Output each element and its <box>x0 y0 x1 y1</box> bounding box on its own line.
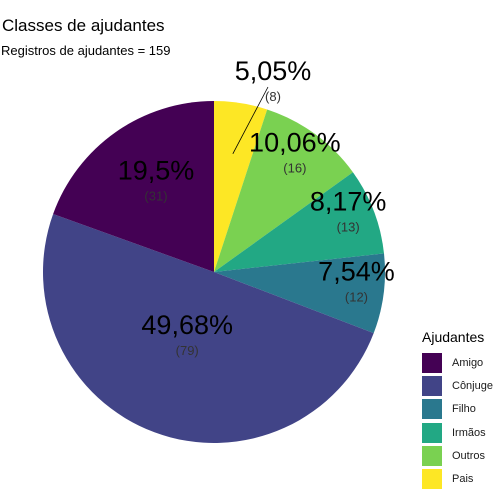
count-label-outros: (16) <box>283 161 306 176</box>
pct-label-amigo: 19,5% <box>118 155 195 185</box>
pct-label-filho: 7,54% <box>318 256 395 286</box>
legend-label-pais: Pais <box>452 473 474 486</box>
slice-filho <box>214 253 386 334</box>
count-label-conjuge: (79) <box>176 343 199 358</box>
legend-label-amigo: Amigo <box>452 356 484 369</box>
legend-item-outros: Outros <box>422 444 493 467</box>
count-label-pais: (8) <box>265 89 281 104</box>
legend-item-conjuge: Cônjuge <box>422 374 493 397</box>
count-label-amigo: (31) <box>144 188 167 203</box>
legend-swatch-irmaos <box>422 422 442 443</box>
slice-conjuge <box>42 214 374 444</box>
legend-label-outros: Outros <box>452 449 486 462</box>
slice-amigo <box>53 101 215 272</box>
legend-label-filho: Filho <box>452 403 476 416</box>
legend-items: Amigo Cônjuge Filho Irmãos Outros Pais <box>422 351 493 491</box>
legend-label-conjuge: Cônjuge <box>452 379 493 392</box>
legend-item-amigo: Amigo <box>422 351 493 374</box>
legend-item-irmaos: Irmãos <box>422 421 493 444</box>
pct-label-pais: 5,05% <box>235 56 312 86</box>
chart-subtitle: Registros de ajudantes = 159 <box>1 43 171 58</box>
pct-label-conjuge: 49,68% <box>141 310 233 340</box>
legend-swatch-outros <box>422 445 442 466</box>
legend-swatch-pais <box>422 469 442 490</box>
legend-title: Ajudantes <box>422 329 485 345</box>
legend-item-filho: Filho <box>422 398 493 421</box>
chart-title: Classes de ajudantes <box>2 16 165 35</box>
legend: Ajudantes Amigo Cônjuge Filho Irmãos Outros P… <box>422 329 493 491</box>
slice-pais <box>214 101 268 272</box>
legend-swatch-filho <box>422 399 442 420</box>
legend-label-irmaos: Irmãos <box>452 426 486 439</box>
pct-label-irmaos: 8,17% <box>310 187 387 217</box>
slice-irmaos <box>214 172 384 272</box>
leader-line-pais <box>232 86 269 154</box>
count-label-filho: (12) <box>345 289 368 304</box>
count-label-irmaos: (13) <box>337 220 360 235</box>
legend-swatch-conjuge <box>422 375 442 396</box>
legend-item-pais: Pais <box>422 467 493 490</box>
pct-label-outros: 10,06% <box>249 128 341 158</box>
legend-swatch-amigo <box>422 352 442 373</box>
slice-outros <box>214 109 353 272</box>
